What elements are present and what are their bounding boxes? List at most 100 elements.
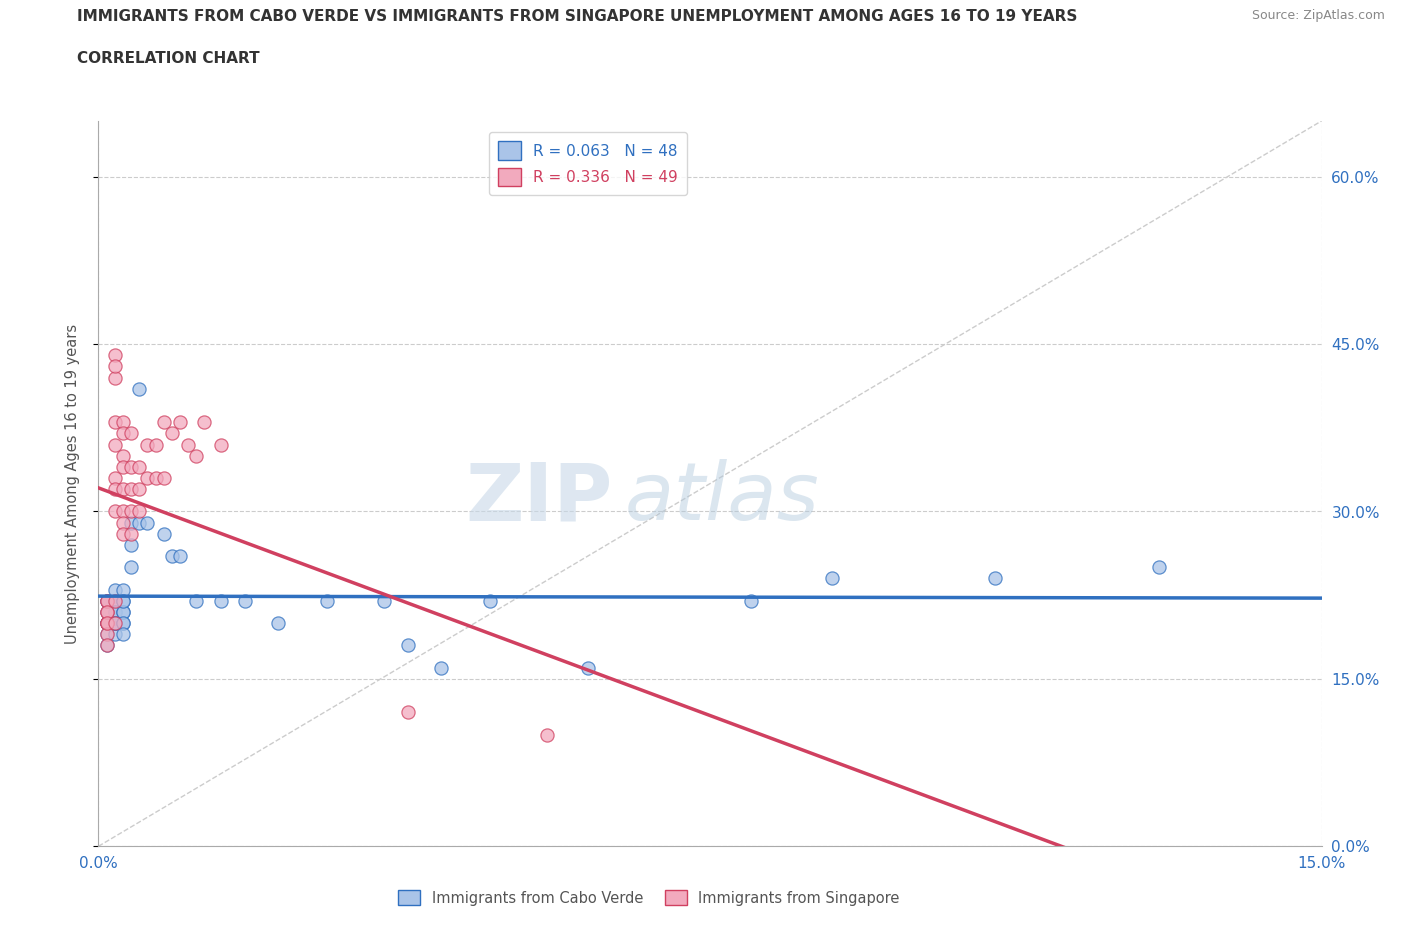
Point xyxy=(111,415,134,430)
Point xyxy=(169,549,191,564)
Point xyxy=(111,459,134,474)
Point xyxy=(209,593,232,608)
Point xyxy=(111,504,134,519)
Point xyxy=(193,415,215,430)
Point xyxy=(740,593,762,608)
Point xyxy=(267,616,290,631)
Point xyxy=(104,616,127,631)
Point xyxy=(177,437,200,452)
Point xyxy=(396,638,419,653)
Point xyxy=(111,616,134,631)
Point xyxy=(104,415,127,430)
Point xyxy=(186,448,208,463)
Point xyxy=(111,448,134,463)
Point xyxy=(104,604,127,619)
Point xyxy=(186,593,208,608)
Point xyxy=(104,616,127,631)
Point xyxy=(104,627,127,642)
Point xyxy=(96,604,118,619)
Point xyxy=(120,526,142,541)
Text: atlas: atlas xyxy=(624,459,820,538)
Point xyxy=(145,437,167,452)
Point xyxy=(120,482,142,497)
Point xyxy=(128,381,150,396)
Point xyxy=(96,593,118,608)
Point xyxy=(136,471,159,485)
Point xyxy=(120,560,142,575)
Point xyxy=(576,660,599,675)
Point xyxy=(136,515,159,530)
Point xyxy=(104,616,127,631)
Point xyxy=(145,471,167,485)
Point xyxy=(128,504,150,519)
Point xyxy=(104,471,127,485)
Point xyxy=(104,437,127,452)
Point xyxy=(96,604,118,619)
Point xyxy=(96,616,118,631)
Point xyxy=(160,549,183,564)
Point xyxy=(104,370,127,385)
Text: IMMIGRANTS FROM CABO VERDE VS IMMIGRANTS FROM SINGAPORE UNEMPLOYMENT AMONG AGES : IMMIGRANTS FROM CABO VERDE VS IMMIGRANTS… xyxy=(77,9,1078,24)
Point xyxy=(111,616,134,631)
Point xyxy=(104,616,127,631)
Point xyxy=(478,593,501,608)
Point xyxy=(120,515,142,530)
Point xyxy=(128,459,150,474)
Point xyxy=(111,593,134,608)
Point xyxy=(396,705,419,720)
Y-axis label: Unemployment Among Ages 16 to 19 years: Unemployment Among Ages 16 to 19 years xyxy=(65,324,80,644)
Text: Source: ZipAtlas.com: Source: ZipAtlas.com xyxy=(1251,9,1385,22)
Point xyxy=(128,482,150,497)
Point xyxy=(104,348,127,363)
Point xyxy=(111,604,134,619)
Point xyxy=(430,660,453,675)
Point xyxy=(96,616,118,631)
Point xyxy=(111,593,134,608)
Point xyxy=(96,593,118,608)
Point xyxy=(111,627,134,642)
Point xyxy=(96,616,118,631)
Point xyxy=(128,515,150,530)
Point xyxy=(96,593,118,608)
Legend: Immigrants from Cabo Verde, Immigrants from Singapore: Immigrants from Cabo Verde, Immigrants f… xyxy=(392,884,905,911)
Point xyxy=(169,415,191,430)
Point xyxy=(111,526,134,541)
Point xyxy=(152,415,174,430)
Point xyxy=(96,616,118,631)
Point xyxy=(209,437,232,452)
Point xyxy=(96,627,118,642)
Point xyxy=(96,638,118,653)
Point xyxy=(152,471,174,485)
Point xyxy=(111,426,134,441)
Point xyxy=(120,538,142,552)
Text: CORRELATION CHART: CORRELATION CHART xyxy=(77,51,260,66)
Point xyxy=(104,593,127,608)
Point xyxy=(120,504,142,519)
Point xyxy=(104,604,127,619)
Point xyxy=(111,582,134,597)
Point xyxy=(96,638,118,653)
Point xyxy=(111,604,134,619)
Point xyxy=(315,593,337,608)
Point xyxy=(536,727,558,742)
Point xyxy=(104,593,127,608)
Point xyxy=(136,437,159,452)
Point xyxy=(111,482,134,497)
Point xyxy=(104,504,127,519)
Point xyxy=(96,616,118,631)
Point xyxy=(233,593,256,608)
Point xyxy=(96,604,118,619)
Point xyxy=(104,593,127,608)
Point xyxy=(152,526,174,541)
Text: ZIP: ZIP xyxy=(465,459,612,538)
Point xyxy=(1147,560,1170,575)
Point xyxy=(96,593,118,608)
Point xyxy=(104,582,127,597)
Point xyxy=(984,571,1007,586)
Point xyxy=(373,593,395,608)
Point xyxy=(120,459,142,474)
Point xyxy=(96,616,118,631)
Point xyxy=(821,571,844,586)
Point xyxy=(96,627,118,642)
Point xyxy=(160,426,183,441)
